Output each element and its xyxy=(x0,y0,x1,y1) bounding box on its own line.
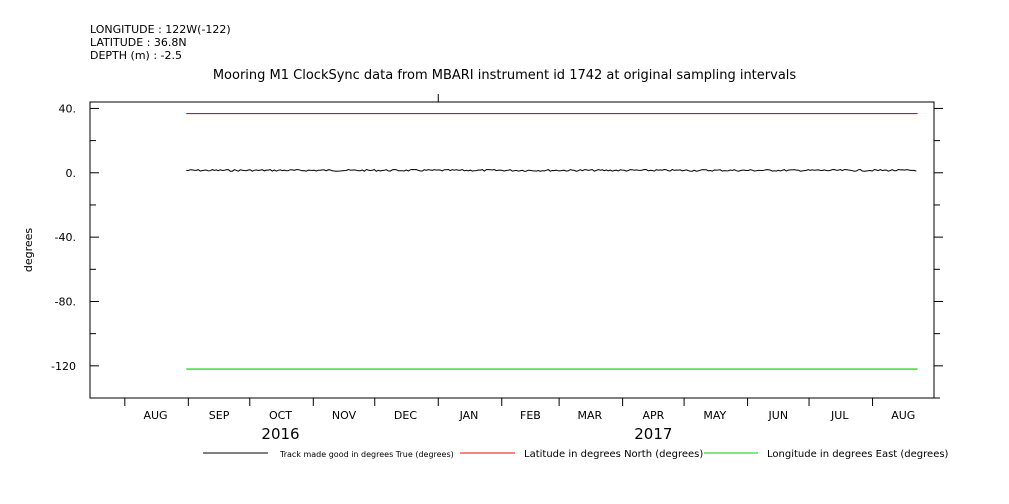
legend-label: Track made good in degrees True (degrees… xyxy=(279,450,454,459)
x-tick-label: MAY xyxy=(703,409,726,422)
y-tick-label: 40. xyxy=(59,102,77,115)
y-tick-label: -80. xyxy=(55,295,76,308)
longitude-label: LONGITUDE : 122W(-122) xyxy=(90,23,231,36)
legend-label: Latitude in degrees North (degrees) xyxy=(524,449,703,460)
x-tick-label: FEB xyxy=(520,409,541,422)
series-line-track xyxy=(186,168,917,172)
year-label: 2016 xyxy=(261,425,299,443)
y-tick-label: 0. xyxy=(66,167,77,180)
plot-frame xyxy=(89,101,935,399)
year-label: 2017 xyxy=(634,425,672,443)
x-tick-label: JAN xyxy=(459,409,479,422)
x-tick-label: DEC xyxy=(394,409,417,422)
depth-label: DEPTH (m) : -2.5 xyxy=(90,49,183,62)
y-tick-label: -120 xyxy=(51,360,76,373)
legend-label: Longitude in degrees East (degrees) xyxy=(767,449,949,460)
x-tick-label: OCT xyxy=(269,409,292,422)
x-tick-label: JUL xyxy=(830,409,849,422)
axes: 40. 0. -40. -80. -120 degrees AUG SEP OCT NOV DEC J… xyxy=(22,94,943,443)
y-tick-label: -40. xyxy=(55,231,76,244)
x-tick-label: MAR xyxy=(578,409,603,422)
x-tick-label: SEP xyxy=(209,409,230,422)
x-tick-label: NOV xyxy=(332,409,357,422)
x-tick-label: APR xyxy=(642,409,664,422)
series-layer xyxy=(186,112,918,370)
legend: Track made good in degrees True (degrees… xyxy=(203,449,949,460)
x-tick-label: JUN xyxy=(768,409,789,422)
chart-title: Mooring M1 ClockSync data from MBARI ins… xyxy=(212,68,797,83)
latitude-label: LATITUDE : 36.8N xyxy=(90,36,187,49)
x-tick-label: AUG xyxy=(891,409,915,422)
y-axis-label: degrees xyxy=(22,228,35,273)
x-tick-label: AUG xyxy=(143,409,167,422)
